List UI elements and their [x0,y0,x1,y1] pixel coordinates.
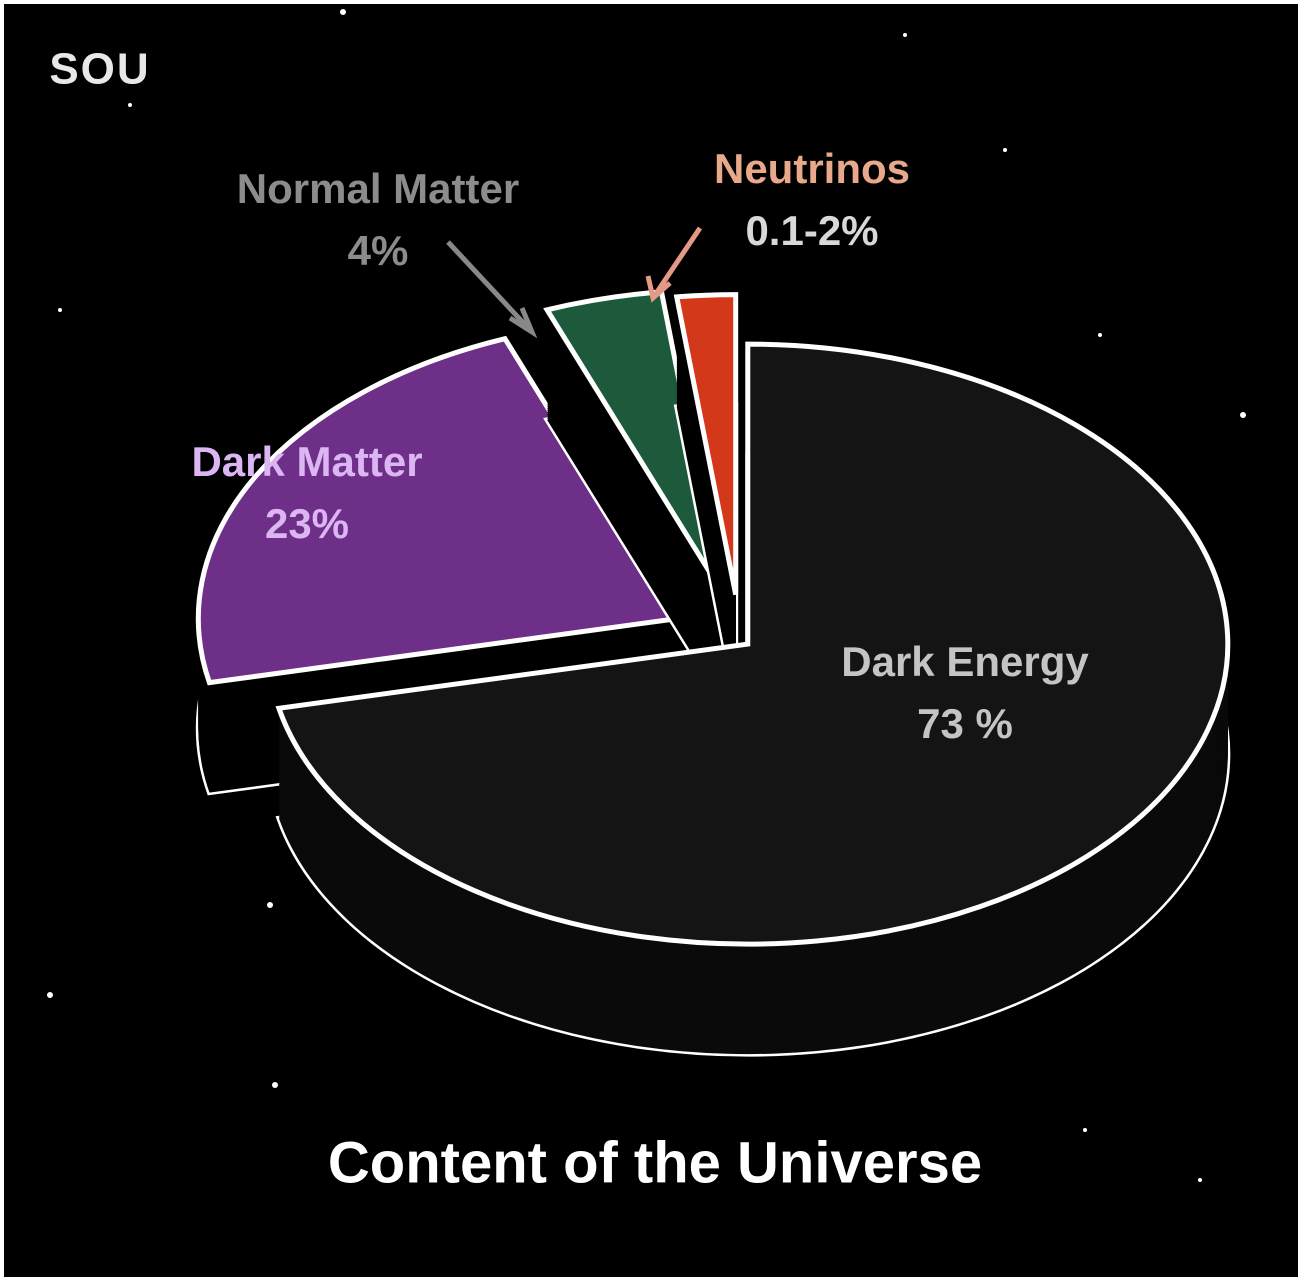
slice-label: Neutrinos [714,145,910,192]
slice [195,335,683,686]
label-arrows [446,226,703,339]
logo: SOU [49,45,150,94]
chart-title: Content of the Universe [328,1130,982,1195]
slice-label: Dark Energy [841,638,1089,685]
slice-label: Normal Matter [237,165,519,212]
pie [195,289,1231,1057]
slice [673,292,739,596]
labels: Dark Energy 73 % Dark Matter 23% Normal Matt… [191,145,1089,747]
value-label: 73 % [917,700,1013,747]
slice-label: Dark Matter [191,438,422,485]
value-label: 0.1-2% [745,207,878,254]
stars [47,9,1246,1182]
value-label: 23% [265,500,349,547]
slice [275,341,1231,947]
value-label: 4% [348,227,409,274]
